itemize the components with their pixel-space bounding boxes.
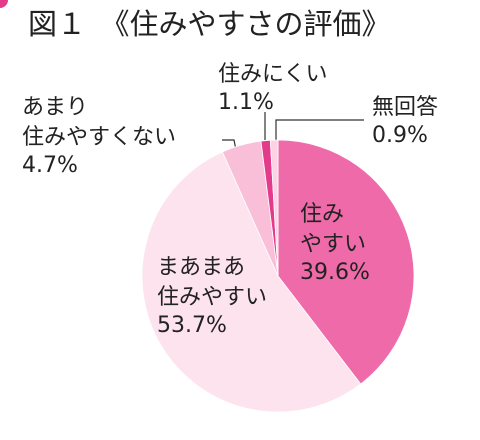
value-label: 0.9%: [372, 123, 428, 148]
pie-slice: [269, 139, 279, 277]
slice-label: 住みやすい: [157, 285, 267, 310]
slice-label: 無回答: [372, 95, 438, 120]
pie-slice: [277, 139, 415, 385]
value-label: 53.7%: [157, 313, 227, 338]
corner-mark: [0, 0, 8, 8]
slice-label: 住みにくい: [218, 62, 328, 87]
slice-label: やすい: [300, 232, 366, 257]
value-label: 1.1%: [218, 90, 274, 115]
value-label: 39.6%: [300, 260, 370, 285]
pie-slice: [141, 151, 362, 413]
leader-line: [275, 119, 364, 140]
slice-label: あまり: [22, 95, 88, 120]
slice-label: 住みやすくない: [22, 125, 176, 150]
slice-label: まあまあ: [157, 255, 245, 280]
chart-title: 図１ 《住みやすさの評価》: [28, 7, 391, 41]
value-label: 4.7%: [22, 153, 78, 178]
slice-label: 住み: [300, 202, 344, 227]
